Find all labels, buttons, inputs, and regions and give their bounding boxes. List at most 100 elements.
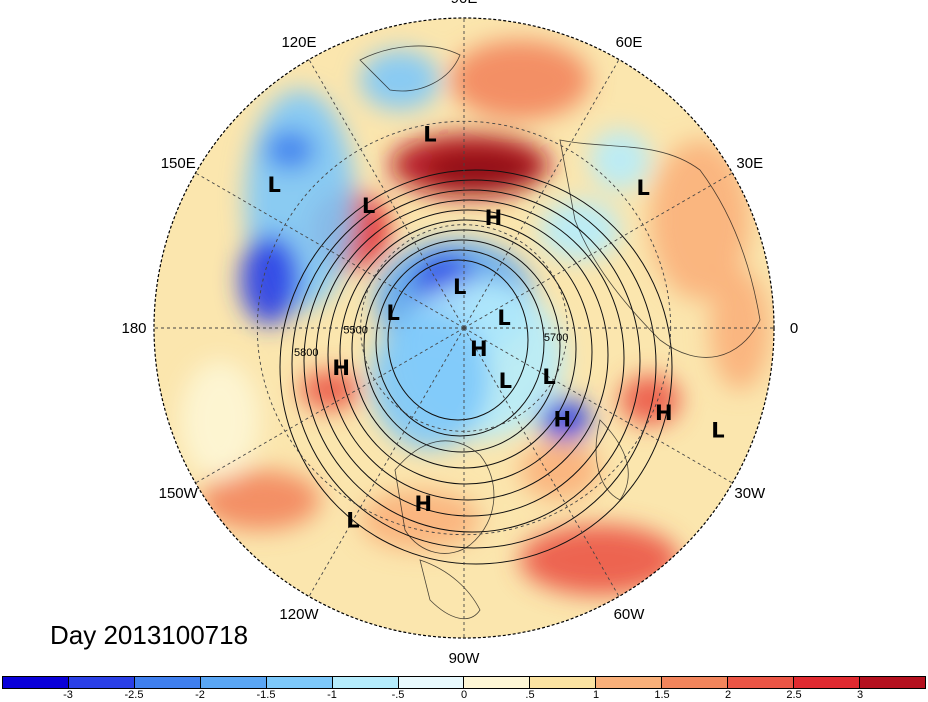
colorbar-swatch xyxy=(398,677,465,688)
meridian-line xyxy=(463,172,733,329)
colorbar-tick-label: -3 xyxy=(63,689,73,701)
longitude-label-lon-0: 0 xyxy=(790,320,798,337)
colorbar-tick-label: -2.5 xyxy=(124,689,144,701)
height-contour xyxy=(291,179,657,549)
height-contour xyxy=(363,239,561,453)
colorbar-tick-label: 1 xyxy=(592,689,600,701)
anomaly-blob xyxy=(360,490,480,550)
low-pressure-marker: L xyxy=(346,508,359,532)
contour-value-label: 5500 xyxy=(343,325,367,337)
colorbar-tick-label: 1.5 xyxy=(654,689,670,701)
colorbar-swatch xyxy=(200,677,267,688)
colorbar-tick-label: -1 xyxy=(327,689,337,701)
longitude-label-lon-150e: 150E xyxy=(161,155,196,172)
low-pressure-marker: L xyxy=(387,301,400,325)
anomaly-colorbar xyxy=(2,676,926,689)
meridian-line xyxy=(195,172,465,329)
low-pressure-marker: L xyxy=(423,123,436,147)
high-pressure-marker: H xyxy=(655,401,673,425)
contour-value-label: 5700 xyxy=(544,332,568,344)
longitude-label-lon-60w: 60W xyxy=(614,606,646,623)
height-contour xyxy=(315,199,625,517)
meridian-line xyxy=(195,327,465,484)
anomaly-blob xyxy=(650,140,750,300)
low-pressure-marker: L xyxy=(636,176,649,200)
coastline xyxy=(394,440,495,554)
coastline xyxy=(359,45,461,92)
longitude-label-lon-90w: 90W xyxy=(449,650,481,667)
anomaly-blob xyxy=(240,235,300,325)
high-pressure-marker: H xyxy=(553,408,571,432)
height-contour xyxy=(327,209,609,501)
height-contour xyxy=(303,189,641,533)
colorbar-swatch xyxy=(3,677,69,688)
anomaly-blob xyxy=(370,310,490,450)
longitude-label-lon-30w: 30W xyxy=(734,485,766,502)
colorbar-swatch xyxy=(859,677,925,688)
height-contour xyxy=(339,219,593,485)
meridian-line xyxy=(463,327,733,484)
longitude-label-lon-120e: 120E xyxy=(281,34,316,51)
low-pressure-marker: L xyxy=(711,419,724,443)
anomaly-blob xyxy=(450,40,590,120)
height-contour xyxy=(279,169,673,565)
anomaly-field xyxy=(154,18,774,638)
colorbar-swatch xyxy=(68,677,135,688)
anomaly-blob xyxy=(300,370,360,410)
colorbar-swatch xyxy=(530,677,597,688)
coastline xyxy=(419,559,481,619)
low-pressure-marker: L xyxy=(497,306,510,330)
longitude-label-lon-90e: 90E xyxy=(451,0,478,7)
longitude-label-lon-60e: 60E xyxy=(616,34,643,51)
longitude-label-lon-180: 180 xyxy=(121,320,146,337)
longitude-label-lon-150w: 150W xyxy=(159,485,199,502)
colorbar-tick-label: -2 xyxy=(195,689,205,701)
meridian-line xyxy=(463,59,620,329)
colorbar-swatch xyxy=(266,677,333,688)
colorbar-swatch xyxy=(134,677,201,688)
anomaly-blob xyxy=(710,270,770,390)
longitude-label-lon-30e: 30E xyxy=(736,155,763,172)
high-pressure-marker: H xyxy=(332,356,350,380)
anomaly-blob xyxy=(265,130,315,170)
longitude-label-lon-120w: 120W xyxy=(279,606,319,623)
height-contour xyxy=(375,249,545,437)
colorbar-tick-label: -.5 xyxy=(391,689,405,701)
low-pressure-marker: L xyxy=(542,365,555,389)
anomaly-blob xyxy=(520,440,600,500)
colorbar-tick-label: 0 xyxy=(460,689,468,701)
anomaly-blob xyxy=(360,50,440,110)
colorbar-tick-label: .5 xyxy=(525,689,535,701)
meridian-line xyxy=(308,59,465,329)
meridian-line xyxy=(463,327,620,597)
colorbar-tick-label: 3 xyxy=(856,689,864,701)
colorbar-swatch xyxy=(464,677,531,688)
map-boundary xyxy=(153,17,775,639)
meridian-line xyxy=(308,327,465,597)
high-pressure-marker: H xyxy=(415,492,433,516)
colorbar-swatch xyxy=(596,677,663,688)
colorbar-tick-label: 2 xyxy=(724,689,732,701)
anomaly-blob xyxy=(520,525,680,595)
coastline xyxy=(559,139,761,358)
colorbar-swatch xyxy=(794,677,860,688)
anomaly-blob xyxy=(620,375,680,425)
colorbar-swatch xyxy=(728,677,795,688)
anomaly-blob xyxy=(180,360,260,480)
high-pressure-marker: H xyxy=(470,337,488,361)
height-contour xyxy=(387,259,529,421)
colorbar-tick-label: -1.5 xyxy=(256,689,276,701)
map-title: Day 2013100718 xyxy=(50,620,249,650)
colorbar-swatch xyxy=(332,677,399,688)
low-pressure-marker: L xyxy=(267,173,280,197)
low-pressure-marker: L xyxy=(499,369,512,393)
low-pressure-marker: L xyxy=(362,194,375,218)
anomaly-blob xyxy=(200,470,320,530)
colorbar-swatch xyxy=(662,677,729,688)
anomaly-blob xyxy=(540,398,590,442)
contour-value-label: 5800 xyxy=(294,347,318,359)
high-pressure-marker: H xyxy=(485,206,503,230)
colorbar-tick-label: 2.5 xyxy=(786,689,802,701)
low-pressure-marker: L xyxy=(453,275,466,299)
